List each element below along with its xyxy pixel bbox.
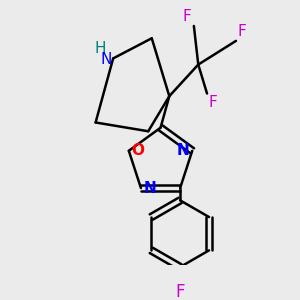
Text: O: O (131, 143, 144, 158)
Text: F: F (176, 283, 185, 300)
Text: H: H (94, 41, 106, 56)
Text: F: F (238, 24, 247, 39)
Text: N: N (100, 52, 111, 67)
Text: N: N (177, 143, 190, 158)
Text: F: F (209, 95, 218, 110)
Text: F: F (182, 9, 191, 24)
Text: N: N (144, 181, 156, 196)
